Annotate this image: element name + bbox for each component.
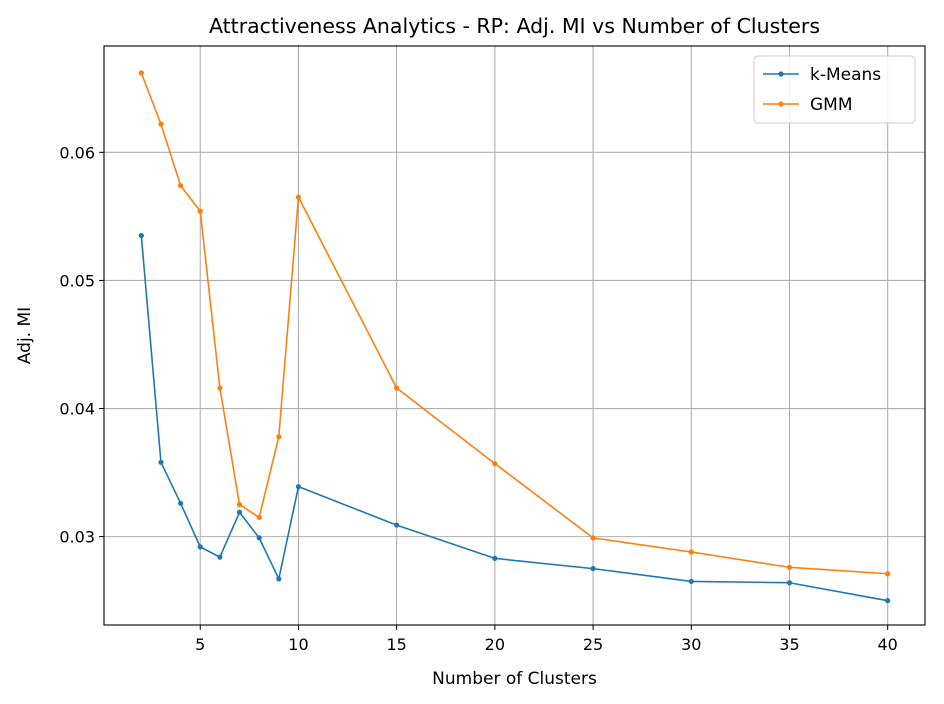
data-point-gmm <box>236 501 243 508</box>
x-tick-label: 15 <box>386 635 406 654</box>
data-point-k-means <box>295 484 302 490</box>
y-tick-label: 0.06 <box>59 143 95 162</box>
series-gmm <box>138 70 891 577</box>
data-point-k-means <box>256 535 262 541</box>
data-point-k-means <box>197 544 203 550</box>
data-point-gmm <box>295 194 302 200</box>
chart-title: Attractiveness Analytics - RP: Adj. MI v… <box>209 14 820 38</box>
data-point-gmm <box>394 385 400 391</box>
data-point-k-means <box>158 459 164 465</box>
x-axis-label: Number of Clusters <box>432 669 597 689</box>
y-tick-label: 0.03 <box>59 528 95 547</box>
x-tick-label: 20 <box>485 635 505 654</box>
data-point-gmm <box>178 183 184 189</box>
series-layer <box>138 70 891 604</box>
data-point-gmm <box>158 121 164 127</box>
data-point-k-means <box>178 500 184 506</box>
legend-item-gmm: GMM <box>763 95 853 115</box>
x-tick-label: 30 <box>681 635 701 654</box>
data-point-k-means <box>217 554 223 560</box>
data-point-gmm <box>885 571 891 577</box>
plot-frame <box>103 45 926 626</box>
legend-label: GMM <box>810 95 853 115</box>
data-point-gmm <box>786 564 793 570</box>
data-point-gmm <box>688 549 694 555</box>
grid-lines <box>104 46 925 625</box>
x-axis-ticks: 5 10 15 20 25 30 35 40 <box>195 625 898 654</box>
x-tick-label: 35 <box>779 635 799 654</box>
data-point-gmm <box>276 434 282 440</box>
data-point-k-means <box>394 522 400 528</box>
x-tick-label: 40 <box>878 635 898 654</box>
data-point-gmm <box>590 535 596 541</box>
legend-box <box>753 55 916 124</box>
series-k-means <box>138 232 891 604</box>
legend-label: k-Means <box>810 65 881 85</box>
data-point-k-means <box>688 578 694 585</box>
y-tick-label: 0.04 <box>59 400 95 419</box>
legend-swatch-marker <box>778 71 784 77</box>
legend: k-Means GMM <box>753 55 916 124</box>
data-point-k-means <box>786 580 793 586</box>
x-tick-label: 5 <box>195 635 205 654</box>
data-point-gmm <box>138 70 144 76</box>
data-point-k-means <box>138 232 144 239</box>
data-point-k-means <box>590 566 596 572</box>
y-axis-ticks: 0.03 0.04 0.05 0.06 <box>59 143 104 547</box>
data-point-k-means <box>236 509 243 515</box>
data-point-gmm <box>217 385 223 391</box>
x-tick-label: 25 <box>583 635 603 654</box>
data-point-k-means <box>885 598 891 604</box>
data-point-k-means <box>492 555 498 561</box>
x-tick-label: 10 <box>288 635 308 654</box>
y-axis-label: Adj. MI <box>15 307 35 364</box>
data-point-k-means <box>276 576 282 582</box>
data-point-gmm <box>197 208 203 214</box>
data-point-gmm <box>492 460 498 467</box>
y-tick-label: 0.05 <box>59 271 95 290</box>
legend-item-k-means: k-Means <box>763 65 881 85</box>
legend-swatch-marker <box>778 101 784 107</box>
data-point-gmm <box>256 514 262 520</box>
